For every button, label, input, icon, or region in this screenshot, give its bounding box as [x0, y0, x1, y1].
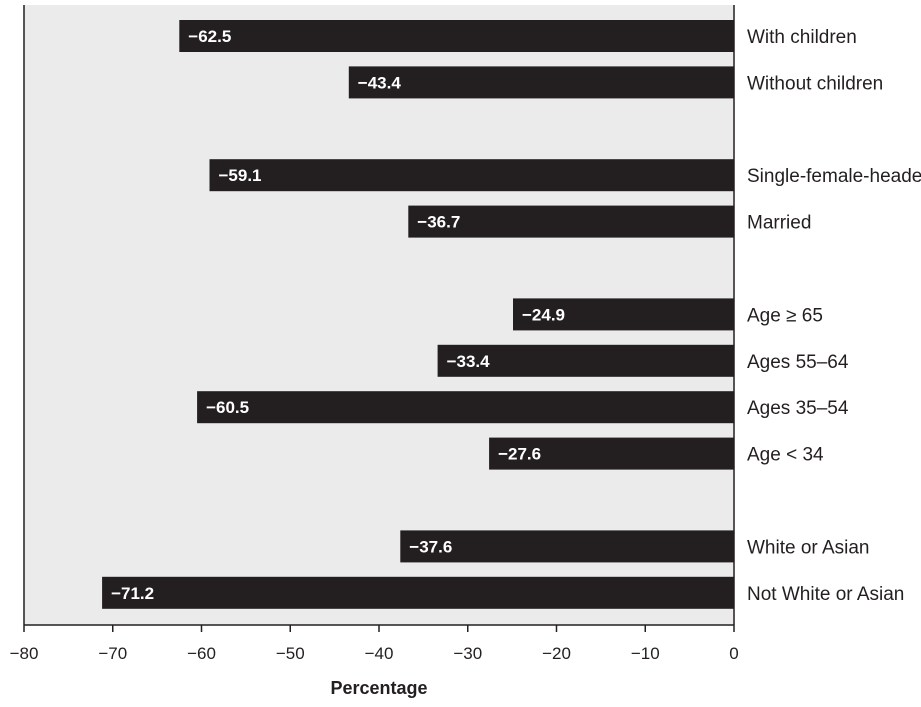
- x-tick-label: −30: [453, 644, 482, 663]
- x-tick-label: −60: [187, 644, 216, 663]
- category-label: With children: [747, 27, 857, 48]
- category-label: Not White or Asian: [747, 584, 904, 605]
- bar: [408, 205, 734, 238]
- category-label: Without children: [747, 73, 883, 94]
- bar-value-label: −33.4: [447, 352, 491, 371]
- x-tick-label: −10: [631, 644, 660, 663]
- bar: [437, 344, 734, 377]
- bar: [209, 159, 734, 192]
- bar-value-label: −59.1: [219, 166, 262, 185]
- x-tick-label: −70: [98, 644, 127, 663]
- bars: −62.5 −43.4 −59.1 −36.7 −24.9 −33.4 −60.5 −27.6…: [102, 20, 735, 609]
- bar-value-label: −27.6: [498, 445, 541, 464]
- category-label: Single-female-headed: [747, 166, 921, 187]
- category-label: Ages 35–54: [747, 398, 849, 419]
- category-label: Married: [747, 213, 811, 234]
- x-axis-title: Percentage: [330, 678, 427, 698]
- bar: [489, 437, 734, 470]
- category-label: Age ≥ 65: [747, 305, 823, 326]
- category-label: Ages 55–64: [747, 352, 849, 373]
- bar-value-label: −37.6: [409, 537, 452, 556]
- x-tick-label: 0: [729, 644, 738, 663]
- bar: [513, 298, 734, 331]
- x-tick-label: −80: [10, 644, 39, 663]
- category-label: Age < 34: [747, 445, 824, 466]
- bar: [197, 391, 735, 424]
- bar-value-label: −62.5: [188, 27, 231, 46]
- x-tick-label: −20: [542, 644, 571, 663]
- bar: [102, 576, 735, 609]
- bar-value-label: −43.4: [358, 73, 402, 92]
- bar: [179, 20, 735, 52]
- bar: [348, 66, 734, 99]
- bar: [400, 530, 734, 563]
- category-labels: With children Without children Single-fema…: [747, 27, 921, 605]
- bar-value-label: −36.7: [417, 213, 460, 232]
- bar-value-label: −60.5: [206, 398, 249, 417]
- x-tick-label: −40: [365, 644, 394, 663]
- x-axis-ticks: −80 −70 −60 −50 −40 −30 −20 −10 0: [10, 625, 739, 663]
- bar-value-label: −24.9: [522, 305, 565, 324]
- bar-value-label: −71.2: [111, 584, 154, 603]
- category-label: White or Asian: [747, 537, 870, 558]
- x-tick-label: −50: [276, 644, 305, 663]
